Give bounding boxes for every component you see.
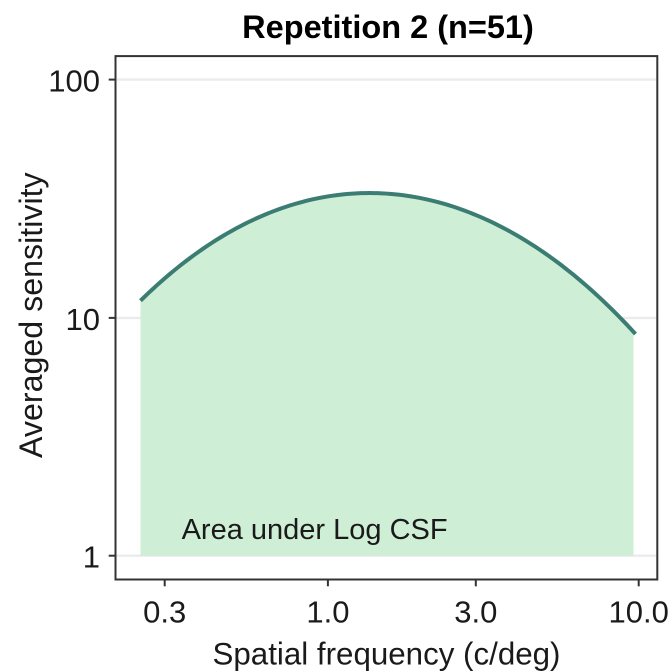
- svg-text:10: 10: [66, 302, 100, 337]
- svg-text:Repetition 2 (n=51): Repetition 2 (n=51): [242, 9, 534, 45]
- svg-text:100: 100: [48, 64, 100, 99]
- svg-text:Spatial frequency (c/deg): Spatial frequency (c/deg): [213, 637, 561, 672]
- svg-text:10.0: 10.0: [609, 594, 669, 629]
- svg-text:Area under Log CSF: Area under Log CSF: [182, 514, 448, 546]
- svg-text:1: 1: [83, 540, 100, 575]
- svg-text:Averaged sensitivity: Averaged sensitivity: [13, 171, 49, 458]
- svg-text:1.0: 1.0: [306, 594, 349, 629]
- svg-text:0.3: 0.3: [143, 594, 186, 629]
- svg-text:3.0: 3.0: [454, 594, 497, 629]
